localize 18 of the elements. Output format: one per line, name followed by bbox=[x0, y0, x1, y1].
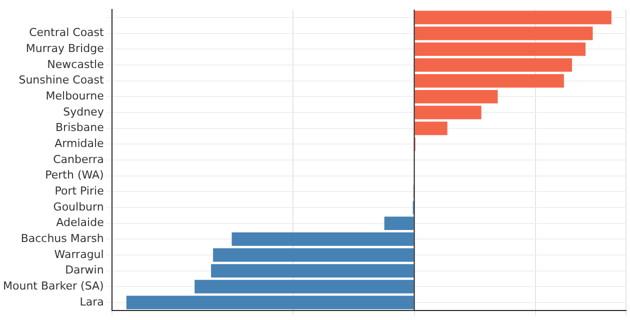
y-tick-label: Melbourne bbox=[46, 90, 104, 103]
y-tick-label: Goulburn bbox=[53, 200, 104, 214]
y-tick-label: Warragul bbox=[54, 248, 104, 261]
y-tick-label: Armidale bbox=[54, 137, 104, 150]
y-tick-label: Sydney bbox=[63, 105, 104, 118]
y-tick-label: Brisbane bbox=[56, 121, 104, 134]
y-tick-label: Darwin bbox=[65, 264, 104, 277]
y-tick-label: Central Coast bbox=[29, 26, 105, 40]
y-tick-label: Canberra bbox=[53, 152, 104, 166]
y-tick-label: Sunshine Coast bbox=[18, 74, 105, 87]
y-tick-label: Perth (WA) bbox=[45, 168, 104, 182]
y-tick-label: Bacchus Marsh bbox=[20, 232, 104, 246]
y-tick-label: Murray Bridge bbox=[26, 42, 104, 56]
y-tick-label: Lara bbox=[80, 295, 104, 308]
y-tick-label: Adelaide bbox=[56, 216, 104, 230]
y-tick-label: Mount Barker (SA) bbox=[3, 280, 104, 293]
y-tick-label: Newcastle bbox=[47, 58, 104, 71]
y-tick-label: Port Pirie bbox=[54, 184, 104, 198]
